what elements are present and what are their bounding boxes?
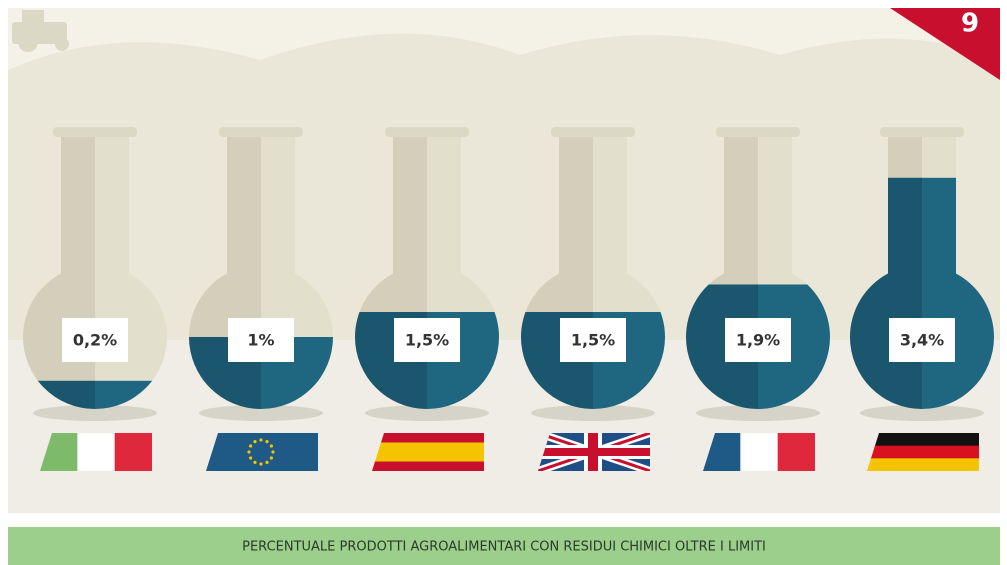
flag-stripe bbox=[115, 433, 153, 471]
flag-stripe bbox=[867, 458, 979, 472]
flag-star bbox=[249, 456, 252, 459]
value-label: 0,2% bbox=[73, 331, 117, 350]
value-label: 1,5% bbox=[571, 331, 615, 350]
chart: 9 PERCENTUALE PRODOTTI AGROALIMENTARI CO… bbox=[0, 0, 1007, 565]
flask-lip bbox=[53, 127, 137, 137]
flag-field bbox=[206, 433, 318, 471]
flag bbox=[206, 433, 318, 471]
flag-stripe bbox=[372, 433, 484, 444]
badge-number: 9 bbox=[961, 9, 979, 39]
flag-stripe bbox=[740, 433, 778, 471]
flag-star bbox=[265, 440, 268, 443]
flag bbox=[867, 433, 979, 472]
flag-stripe bbox=[867, 446, 979, 460]
flag-stripe bbox=[372, 443, 484, 454]
flask-lip bbox=[716, 127, 800, 137]
flag-stripe bbox=[372, 452, 484, 463]
value-label: 3,4% bbox=[900, 331, 944, 350]
flag-star bbox=[270, 444, 273, 447]
value-label: 1,5% bbox=[405, 331, 449, 350]
flask-lip bbox=[219, 127, 303, 137]
flag-star bbox=[270, 456, 273, 459]
chart-title: PERCENTUALE PRODOTTI AGROALIMENTARI CON … bbox=[242, 540, 766, 555]
flask-lip bbox=[880, 127, 964, 137]
flag-star bbox=[253, 461, 256, 464]
flag bbox=[538, 433, 650, 471]
flag-star bbox=[265, 461, 268, 464]
flag-stripe bbox=[77, 433, 115, 471]
page: 9 PERCENTUALE PRODOTTI AGROALIMENTARI CO… bbox=[0, 0, 1007, 565]
flag-star bbox=[253, 440, 256, 443]
value-label: 1% bbox=[247, 331, 274, 350]
flag-cross-r bbox=[588, 433, 598, 471]
flag bbox=[703, 433, 816, 471]
flag bbox=[40, 433, 153, 471]
flag-star bbox=[259, 438, 262, 441]
flag-stripe bbox=[867, 433, 979, 447]
flask-lip bbox=[385, 127, 469, 137]
flag-star bbox=[271, 450, 274, 453]
flag-stripe bbox=[778, 433, 816, 471]
flag-star bbox=[259, 462, 262, 465]
value-label: 1,9% bbox=[736, 331, 780, 350]
flag-star bbox=[249, 444, 252, 447]
flask-lip bbox=[551, 127, 635, 137]
flag-stripe bbox=[372, 462, 484, 473]
flag bbox=[372, 433, 484, 472]
hills bbox=[8, 34, 1000, 340]
flag-star bbox=[247, 450, 250, 453]
